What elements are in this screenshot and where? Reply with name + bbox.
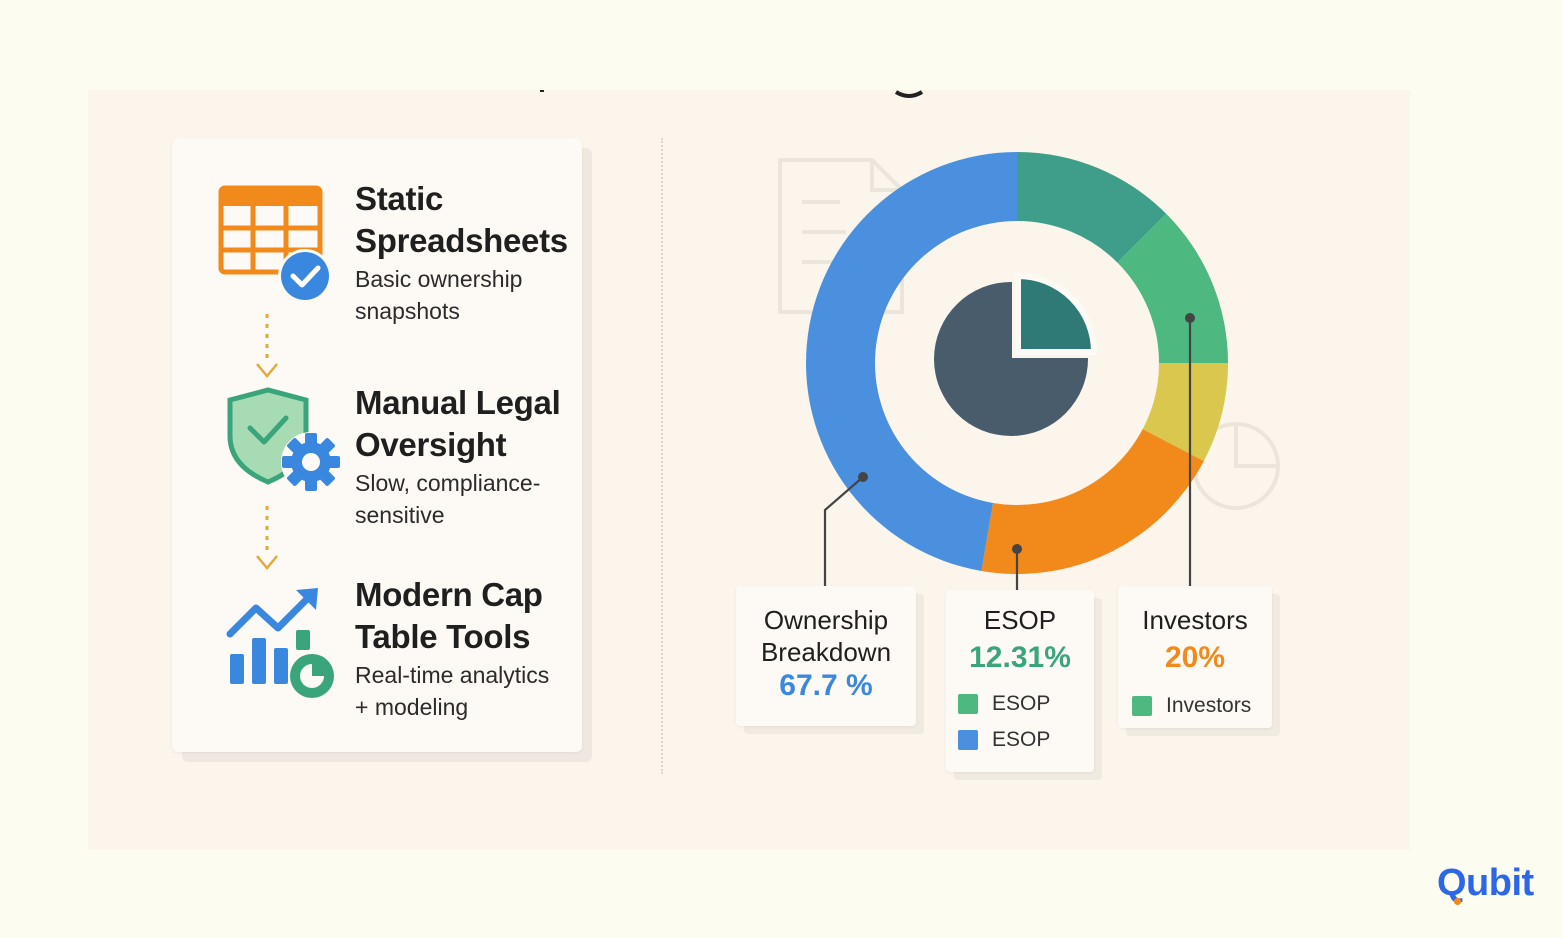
step-title: Oversight bbox=[355, 426, 507, 463]
section-divider bbox=[661, 138, 663, 774]
donut-slice-3 bbox=[1142, 363, 1228, 462]
ownership-value: 67.7 % bbox=[779, 669, 873, 702]
esop-label-card: ESOP 12.31% ESOP ESOP bbox=[946, 590, 1094, 772]
step-manual-legal-oversight: Manual Legal Oversight Slow, compliance-… bbox=[355, 382, 561, 530]
growth-chart-icon bbox=[226, 588, 334, 698]
cropped-heading-remnant bbox=[540, 90, 924, 98]
step-description: Real-time analytics bbox=[355, 662, 550, 688]
donut-slice-1 bbox=[1017, 152, 1167, 263]
leader-dot bbox=[1185, 313, 1195, 323]
step-description: snapshots bbox=[355, 298, 460, 324]
step-title: Static bbox=[355, 180, 444, 217]
step-title: Modern Cap bbox=[355, 576, 543, 613]
ownership-label-card: Ownership Breakdown 67.7 % bbox=[736, 586, 916, 726]
shield-gear-icon bbox=[227, 387, 341, 492]
spreadsheet-check-icon bbox=[218, 185, 332, 303]
brand-logo-dot bbox=[1454, 898, 1461, 905]
legend-swatch bbox=[1132, 696, 1152, 716]
label-title: Ownership bbox=[763, 605, 889, 635]
step-description: Basic ownership bbox=[355, 266, 523, 292]
legend-label: ESOP bbox=[992, 728, 1051, 751]
step-title: Table Tools bbox=[355, 618, 531, 655]
leader-lines bbox=[823, 318, 1192, 596]
label-title: Investors bbox=[1142, 605, 1248, 635]
legend-swatch bbox=[958, 730, 978, 750]
step-static-spreadsheets: Static Spreadsheets Basic ownership snap… bbox=[355, 178, 568, 326]
step-description: + modeling bbox=[355, 694, 469, 720]
flow-arrow-1 bbox=[256, 314, 278, 378]
center-pie-icon bbox=[934, 273, 1097, 436]
leader-dot bbox=[858, 472, 868, 482]
step-description: sensitive bbox=[355, 502, 445, 528]
esop-value: 12.31% bbox=[969, 641, 1071, 674]
step-modern-cap-table-tools: Modern Cap Table Tools Real-time analyti… bbox=[355, 574, 549, 722]
step-title: Spreadsheets bbox=[355, 222, 568, 259]
donut-slice-4 bbox=[981, 429, 1204, 574]
legend-label: Investors bbox=[1166, 694, 1252, 717]
donut-slice-5 bbox=[805, 152, 1017, 571]
investors-label-card: Investors 20% Investors bbox=[1118, 586, 1272, 728]
legend-item: ESOP bbox=[958, 692, 1094, 716]
legend-item: ESOP bbox=[958, 728, 1094, 752]
investors-value: 20% bbox=[1164, 641, 1226, 674]
ownership-donut-chart bbox=[805, 152, 1228, 596]
label-title: Breakdown bbox=[760, 637, 892, 667]
label-title: ESOP bbox=[983, 605, 1057, 635]
donut-slice-2 bbox=[1117, 213, 1228, 363]
legend-label: ESOP bbox=[992, 692, 1051, 715]
step-title: Manual Legal bbox=[355, 384, 561, 421]
legend-swatch bbox=[958, 694, 978, 714]
legend-item: Investors bbox=[1132, 694, 1272, 718]
brand-logo: Qubit bbox=[1437, 862, 1534, 904]
leader-dot bbox=[1012, 544, 1022, 554]
flow-arrow-2 bbox=[256, 506, 278, 570]
step-description: Slow, compliance- bbox=[355, 470, 541, 496]
